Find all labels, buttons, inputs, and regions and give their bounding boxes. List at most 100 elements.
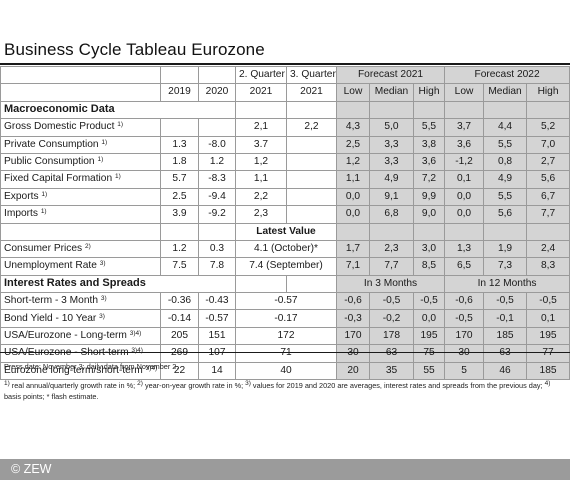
empty-cell <box>235 274 287 294</box>
table-row: Public Consumption 1) 1.8 1.2 1,2 1,2 3,3 3,6-… <box>0 152 570 172</box>
table-cell: 2,2 <box>235 187 287 207</box>
empty-cell <box>444 100 485 120</box>
table-cell: 2,3 <box>235 205 287 224</box>
table-row: Gross Domestic Product 1) 2,1 2,2 4,3 5,0 5,5… <box>0 118 570 137</box>
row-label-cell: Bond Yield - 10 Year 3) <box>0 309 161 328</box>
table-cell: 4,9 <box>483 170 528 189</box>
empty-cell <box>526 222 570 241</box>
table-cell: 0,0 <box>444 187 485 207</box>
column-header: Median <box>369 83 414 102</box>
latest-value-row: Latest Value <box>0 222 570 241</box>
row-label: Consumer Prices <box>4 243 83 254</box>
note-text: year-on-year growth rate in %; <box>142 380 246 390</box>
forecast-cell: 185 <box>526 361 570 381</box>
footnote-marker: 3) <box>100 295 107 303</box>
row-label-cell: Imports 1) <box>0 205 161 224</box>
forecast-cell: 8,3 <box>526 257 570 276</box>
table-cell: 3,3 <box>369 152 414 172</box>
note-text: real annual/quarterly growth rate in %; <box>9 380 138 390</box>
forecast-cell: 178 <box>369 326 414 346</box>
forecast-cell: 30 <box>336 344 370 363</box>
footnote-marker: 1) <box>40 208 47 216</box>
forecast-cell: 0,1 <box>526 309 570 328</box>
forecast-cell: 7,3 <box>483 257 528 276</box>
forecast-cell: 63 <box>369 344 414 363</box>
empty-cell <box>526 100 570 120</box>
column-header: High <box>412 83 446 102</box>
table-body: 2. Quarter 3. Quarter Forecast 2021 Forecas… <box>0 65 570 381</box>
header-blank <box>160 65 199 85</box>
table-cell: 0.3 <box>198 239 236 259</box>
table-cell: 9,9 <box>412 187 446 207</box>
empty-cell <box>336 222 370 241</box>
table-row: Bond Yield - 10 Year 3) -0.14 -0.57 -0.17 -0… <box>0 309 570 328</box>
table-cell: 5,6 <box>526 170 570 189</box>
footnote-marker: 1) <box>41 190 48 198</box>
footnote-marker: 3) <box>99 312 105 320</box>
row-label-cell: USA/Eurozone - Long-term 3)4) <box>0 326 161 346</box>
row-label: Private Consumption <box>4 138 99 150</box>
row-label: Exports <box>4 190 39 202</box>
table-cell: 9,0 <box>412 205 446 224</box>
forecast-cell: 185 <box>483 326 528 346</box>
forecast-cell: -0,5 <box>369 292 414 311</box>
forecast-cell: 7,7 <box>369 257 414 276</box>
table-cell: 1.2 <box>160 239 199 259</box>
footnote-marker: 1) <box>117 121 124 129</box>
table-cell: -9.4 <box>198 187 236 207</box>
table-cell: 3,3 <box>369 135 414 154</box>
forecast-cell: 7,1 <box>336 257 370 276</box>
table-row: Private Consumption 1) 1.3 -8.0 3.7 2,5 3,3 3,… <box>0 135 570 154</box>
column-header: 2020 <box>198 83 236 102</box>
forecast-cell: 5 <box>444 361 485 381</box>
table-cell: -0.14 <box>160 309 199 328</box>
empty-cell <box>412 222 446 241</box>
table-cell: 2,7 <box>526 152 570 172</box>
table-cell: 2,5 <box>336 135 370 154</box>
table-cell: 3.9 <box>160 205 199 224</box>
forecast-cell: 6,5 <box>444 257 485 276</box>
press-date-note: Press date: November 3; daily data from … <box>4 362 179 371</box>
latest-value-cell: 7.4 (September) <box>235 257 337 276</box>
forecast-cell: 63 <box>483 344 528 363</box>
bottom-rule <box>0 352 570 353</box>
table-cell: 0,8 <box>483 152 528 172</box>
header-forecast-2022: Forecast 2022 <box>444 65 570 85</box>
table-cell: 151 <box>198 326 236 346</box>
forecast-cell: 195 <box>526 326 570 346</box>
table-cell: 5,5 <box>412 118 446 137</box>
note-marker: 2) <box>137 379 143 387</box>
header-quarter-3: 3. Quarter <box>286 65 337 85</box>
forecast-cell: 3,0 <box>412 239 446 259</box>
in-12-months-header: In 12 Months <box>444 274 570 294</box>
footnote-marker: 3)4) <box>129 329 142 337</box>
column-header: High <box>526 83 570 102</box>
row-label-cell: Gross Domestic Product 1) <box>0 118 161 137</box>
footnote-marker: 3)4) <box>131 347 143 355</box>
header-quarter-2: 2. Quarter <box>235 65 287 85</box>
header-blank <box>198 65 236 85</box>
footnote-marker: 1) <box>115 173 121 181</box>
business-cycle-table: 2. Quarter 3. Quarter Forecast 2021 Forecas… <box>0 65 570 381</box>
table-cell: 0,0 <box>336 205 370 224</box>
note-marker: 1) <box>4 379 10 387</box>
table-cell: 3,6 <box>444 135 485 154</box>
table-cell: 2.5 <box>160 187 199 207</box>
note-text: values for 2019 and 2020 are averages, i… <box>250 380 545 390</box>
row-label-cell: Eurozone long-term/short-term 3)4) <box>0 361 161 381</box>
header-row-periods: 2. Quarter 3. Quarter Forecast 2021 Forecas… <box>0 65 570 85</box>
header-blank <box>0 65 161 85</box>
table-cell: 1.8 <box>160 152 199 172</box>
empty-cell <box>286 274 337 294</box>
table-cell: 3,7 <box>444 118 485 137</box>
table-cell: 0,1 <box>444 170 485 189</box>
table-cell: 3,8 <box>412 135 446 154</box>
table-row: Consumer Prices 2) 1.2 0.3 4.1 (October)* 1,… <box>0 239 570 259</box>
footer-bar: © ZEW <box>0 459 570 480</box>
empty-cell <box>198 222 236 241</box>
section-heading: Macroeconomic Data <box>0 100 236 120</box>
empty-cell <box>483 100 528 120</box>
table-cell: 6,7 <box>526 187 570 207</box>
forecast-cell: 35 <box>369 361 414 381</box>
table-cell <box>286 135 337 154</box>
